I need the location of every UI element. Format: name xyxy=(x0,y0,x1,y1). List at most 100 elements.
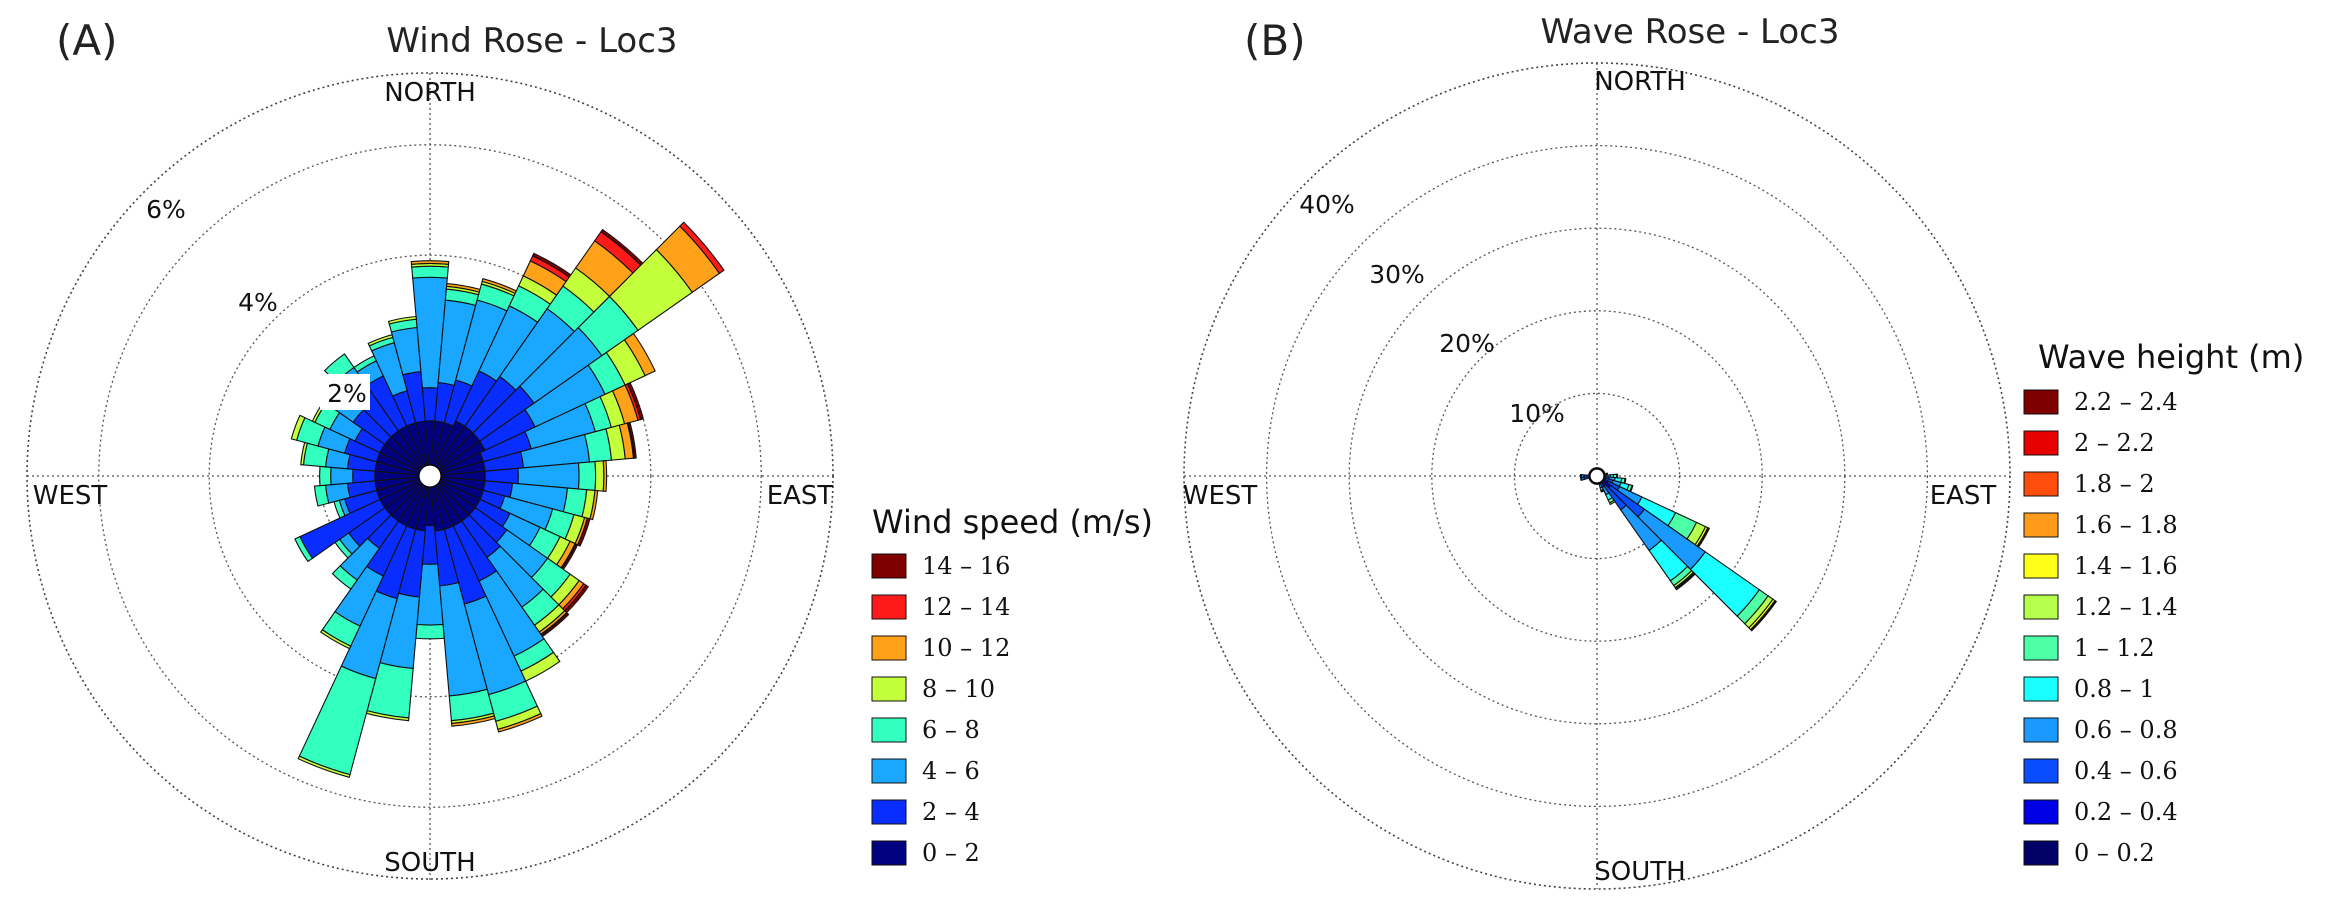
wind-wedge-dir90-bin5 xyxy=(602,460,608,492)
wind-compass-east: EAST xyxy=(767,481,834,511)
wave-legend-items: 2.2 – 2.4 2 – 2.2 1.8 – 2 1.6 – 1.8 1.4 – 1.… xyxy=(2023,388,2178,867)
wind-legend-swatch-3 xyxy=(871,676,907,702)
panel-label-a: (A) xyxy=(56,16,118,65)
wave-legend-label-7: 0.8 – 1 xyxy=(2074,675,2155,703)
wave-rose-panel: (B) Wave Rose - Loc3 NORTH SOUTH EAST WE… xyxy=(1183,12,2304,890)
panel-label-b: (B) xyxy=(1244,16,1306,65)
wave-compass-east: EAST xyxy=(1930,481,1997,511)
wind-wedge-dir0-bin5 xyxy=(410,260,450,265)
wind-ring-outer xyxy=(26,72,834,880)
wind-legend-label-2: 10 – 12 xyxy=(922,634,1010,662)
wave-ring-40 xyxy=(1265,144,1929,808)
wind-legend-items: 14 – 16 12 – 14 10 – 12 8 – 10 6 – 8 4 – 6 2 –… xyxy=(871,552,1010,867)
wind-wedge-dir110-bin7 xyxy=(576,517,591,547)
wind-wedge-dir260-bin3 xyxy=(313,484,330,507)
wind-rose-title: Wind Rose - Loc3 xyxy=(386,21,677,61)
wave-wedge-dir270-bin4 xyxy=(1579,473,1582,479)
wave-legend-label-8: 0.6 – 0.8 xyxy=(2074,716,2178,744)
wave-legend-swatch-0 xyxy=(2023,389,2059,415)
wind-wedge-dir0-bin3 xyxy=(411,265,449,279)
wave-legend-swatch-6 xyxy=(2023,635,2059,661)
wave-rose-grid xyxy=(1183,62,2011,890)
wind-ring-6 xyxy=(98,144,762,808)
wave-legend-swatch-9 xyxy=(2023,758,2059,784)
wind-wedge-dir100-bin5 xyxy=(589,489,599,521)
wind-wedge-dir220-bin3 xyxy=(331,565,358,590)
wind-legend-swatch-5 xyxy=(871,758,907,784)
wave-rose-labels: NORTH SOUTH EAST WEST 10% 20% 30% 40% xyxy=(1183,67,1997,887)
wave-legend-label-4: 1.4 – 1.6 xyxy=(2074,552,2178,580)
wind-legend-swatch-1 xyxy=(871,594,907,620)
wave-legend-swatch-2 xyxy=(2023,471,2059,497)
wind-compass-west: WEST xyxy=(33,481,108,511)
wave-ring-label-40: 40% xyxy=(1299,190,1355,219)
wind-rose-labels: NORTH SOUTH EAST WEST 2% 4% 6% xyxy=(33,78,834,878)
wave-wedge-dir150-bin6 xyxy=(1608,499,1616,506)
wind-legend-label-5: 4 – 6 xyxy=(922,757,980,785)
wind-wedge-dir160-bin5 xyxy=(497,712,543,733)
wave-ring-label-20: 20% xyxy=(1439,329,1495,358)
wave-legend-swatch-7 xyxy=(2023,676,2059,702)
wave-wedge-dir130-bin9 xyxy=(1750,600,1778,632)
wind-legend-swatch-4 xyxy=(871,717,907,743)
wave-ring-30 xyxy=(1348,227,1846,725)
wind-rose-center-hole xyxy=(418,464,442,488)
wind-wedge-dir200-bin3 xyxy=(298,665,377,776)
wind-ring-4 xyxy=(208,254,652,698)
wind-wedge-dir210-bin4 xyxy=(319,628,352,650)
wind-ring-label-2: 2% xyxy=(327,379,367,408)
wind-wedge-dir90-bin3 xyxy=(577,460,597,492)
wind-wedge-dir80-bin7 xyxy=(627,421,637,459)
wave-legend-swatch-5 xyxy=(2023,594,2059,620)
wave-ring-10 xyxy=(1513,392,1681,560)
wind-wedge-dir290-bin4 xyxy=(290,414,306,441)
wave-legend-swatch-10 xyxy=(2023,799,2059,825)
wind-legend-title: Wind speed (m/s) xyxy=(872,503,1153,541)
wave-legend-label-2: 1.8 – 2 xyxy=(2074,470,2155,498)
wind-legend-swatch-6 xyxy=(871,799,907,825)
wave-legend-label-11: 0 – 0.2 xyxy=(2074,839,2155,867)
wind-legend-label-1: 12 – 14 xyxy=(922,593,1010,621)
wind-legend-label-0: 14 – 16 xyxy=(922,552,1010,580)
wind-legend: Wind speed (m/s) 14 – 16 12 – 14 10 – 12 8 … xyxy=(871,503,1153,867)
wind-rose-wedges xyxy=(290,221,725,778)
wave-wedge-dir140-bin9 xyxy=(1675,572,1696,591)
wave-rose-center-hole xyxy=(1589,468,1605,484)
wind-wedge-dir170-bin5 xyxy=(451,715,496,727)
wind-rose-panel: (A) Wind Rose - Loc3 NORTH SOUTH EAST WE… xyxy=(26,16,1153,880)
wave-wedge-dir270-bin2 xyxy=(1583,474,1590,478)
wave-compass-north: NORTH xyxy=(1594,67,1686,97)
wind-legend-swatch-0 xyxy=(871,553,907,579)
wind-legend-label-3: 8 – 10 xyxy=(922,675,995,703)
wave-legend-label-6: 1 – 1.2 xyxy=(2074,634,2155,662)
wave-legend-swatch-1 xyxy=(2023,430,2059,456)
wind-wedge-dir270-bin2 xyxy=(330,466,354,486)
wave-legend: Wave height (m) 2.2 – 2.4 2 – 2.2 1.8 – 2 1… xyxy=(2023,338,2304,867)
wind-wedge-dir200-bin4 xyxy=(297,755,351,778)
wind-wedge-dir180-bin3 xyxy=(415,623,445,640)
wave-ring-label-10: 10% xyxy=(1509,399,1565,428)
wind-legend-label-4: 6 – 8 xyxy=(922,716,980,744)
wind-wedge-dir270-bin3 xyxy=(319,465,332,487)
wave-ring-outer xyxy=(1183,62,2011,890)
wave-legend-label-0: 2.2 – 2.4 xyxy=(2074,388,2178,416)
wind-wedge-dir50-bin6 xyxy=(679,221,725,275)
wave-legend-title: Wave height (m) xyxy=(2038,338,2304,376)
wind-legend-label-7: 0 – 2 xyxy=(922,839,980,867)
wave-legend-label-9: 0.4 – 0.6 xyxy=(2074,757,2178,785)
wind-legend-swatch-2 xyxy=(871,635,907,661)
wind-wedge-dir90-bin4 xyxy=(594,460,605,492)
wind-wedge-dir240-bin3 xyxy=(294,535,314,563)
wave-legend-swatch-11 xyxy=(2023,840,2059,866)
wave-compass-south: SOUTH xyxy=(1594,857,1685,887)
wave-legend-swatch-4 xyxy=(2023,553,2059,579)
wind-legend-label-6: 2 – 4 xyxy=(922,798,980,826)
wave-legend-label-1: 2 – 2.2 xyxy=(2074,429,2155,457)
wave-legend-label-10: 0.2 – 0.4 xyxy=(2074,798,2178,826)
wave-ring-20 xyxy=(1431,310,1763,642)
wind-ring-label-2-bg xyxy=(320,374,370,410)
wave-ring-label-30: 30% xyxy=(1369,260,1425,289)
wind-compass-north: NORTH xyxy=(384,78,476,108)
wind-wedge-dir350-bin4 xyxy=(387,315,417,325)
